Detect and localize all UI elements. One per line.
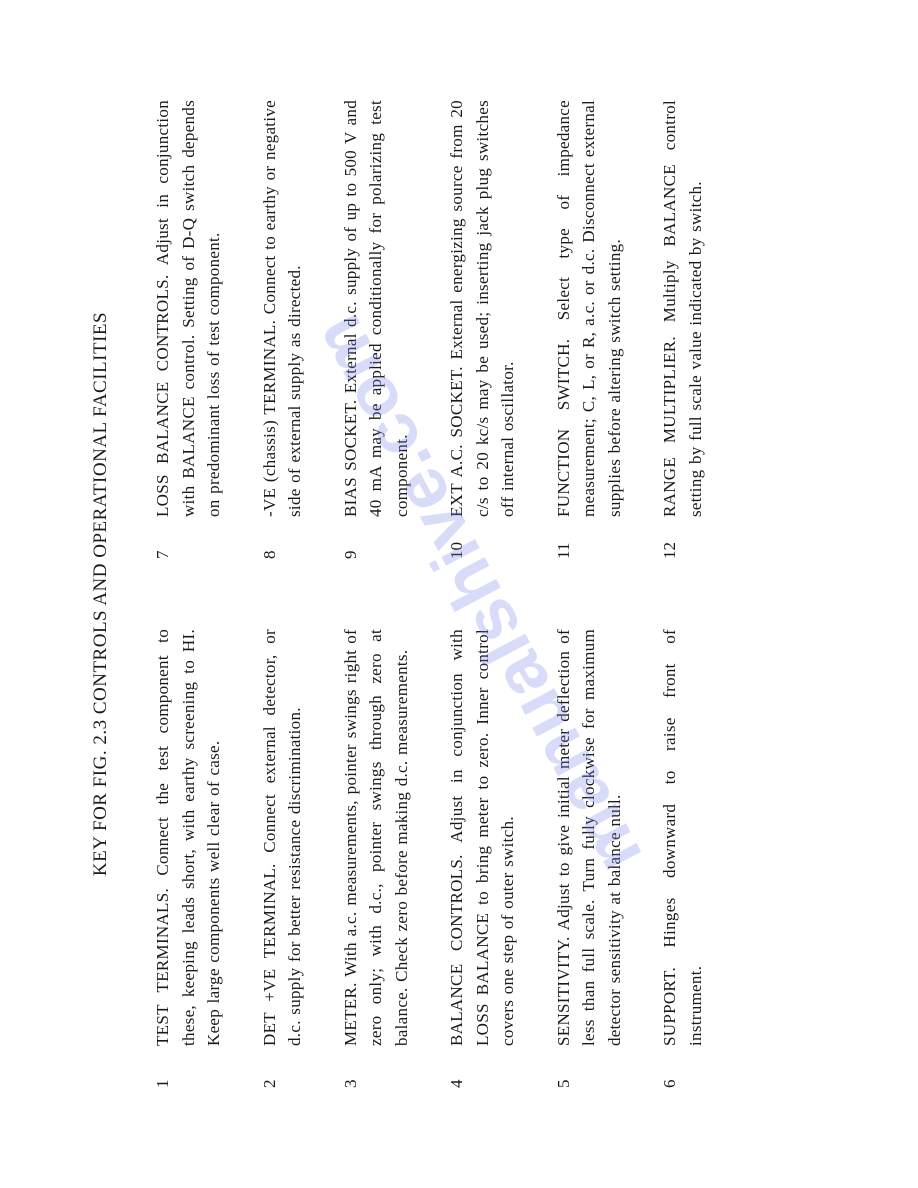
entry-description: FUNCTION SWITCH. Select type of impedanc… (551, 100, 628, 517)
page-title: KEY FOR FIG. 2.3 CONTROLS AND OPERATIONA… (90, 100, 112, 1088)
entry-number: 6 (657, 1046, 708, 1088)
entry-number: 9 (338, 517, 415, 559)
key-entry: 9BIAS SOCKET. External d.c. supply of up… (338, 100, 415, 559)
key-entry: 5SENSITIVITY. Adjust to give initial met… (551, 629, 628, 1088)
left-column: 1TEST TERMINALS. Connect the test compon… (150, 629, 738, 1088)
entry-description: BALANCE CONTROLS. Adjust in conjunction … (444, 629, 521, 1046)
entry-number: 10 (444, 517, 521, 559)
key-entry: 2DET +VE TERMINAL. Connect external dete… (257, 629, 308, 1088)
key-entry: 12RANGE MULTIPLIER. Multiply BALANCE con… (657, 100, 708, 559)
entry-number: 11 (551, 517, 628, 559)
key-entry: 6SUPPORT. Hinges downward to raise front… (657, 629, 708, 1088)
entry-number: 3 (338, 1046, 415, 1088)
columns-container: 1TEST TERMINALS. Connect the test compon… (150, 100, 738, 1088)
entry-number: 8 (257, 517, 308, 559)
key-entry: 11FUNCTION SWITCH. Select type of impeda… (551, 100, 628, 559)
entry-number: 2 (257, 1046, 308, 1088)
key-entry: 7LOSS BALANCE CONTROLS. Adjust in conjun… (150, 100, 227, 559)
entry-description: METER. With a.c. measurements, pointer s… (338, 629, 415, 1046)
entry-description: -VE (chassis) TERMINAL. Connect to earth… (257, 100, 308, 517)
entry-number: 1 (150, 1046, 227, 1088)
entry-number: 5 (551, 1046, 628, 1088)
entry-description: TEST TERMINALS. Connect the test compone… (150, 629, 227, 1046)
entry-description: SUPPORT. Hinges downward to raise front … (657, 629, 708, 1046)
page-content: KEY FOR FIG. 2.3 CONTROLS AND OPERATIONA… (0, 0, 798, 1188)
entry-description: RANGE MULTIPLIER. Multiply BALANCE contr… (657, 100, 708, 517)
entry-description: BIAS SOCKET. External d.c. supply of up … (338, 100, 415, 517)
page-rotated-container: KEY FOR FIG. 2.3 CONTROLS AND OPERATIONA… (0, 0, 918, 1188)
key-entry: 3METER. With a.c. measurements, pointer … (338, 629, 415, 1088)
entry-description: LOSS BALANCE CONTROLS. Adjust in conjunc… (150, 100, 227, 517)
entry-number: 12 (657, 517, 708, 559)
entry-description: SENSITIVITY. Adjust to give initial mete… (551, 629, 628, 1046)
key-entry: 10EXT A.C. SOCKET. External energizing s… (444, 100, 521, 559)
entry-number: 4 (444, 1046, 521, 1088)
key-entry: 8-VE (chassis) TERMINAL. Connect to eart… (257, 100, 308, 559)
entry-number: 7 (150, 517, 227, 559)
key-entry: 4BALANCE CONTROLS. Adjust in conjunction… (444, 629, 521, 1088)
key-entry: 1TEST TERMINALS. Connect the test compon… (150, 629, 227, 1088)
right-column: 7LOSS BALANCE CONTROLS. Adjust in conjun… (150, 100, 738, 559)
entry-description: DET +VE TERMINAL. Connect external detec… (257, 629, 308, 1046)
entry-description: EXT A.C. SOCKET. External energizing sou… (444, 100, 521, 517)
